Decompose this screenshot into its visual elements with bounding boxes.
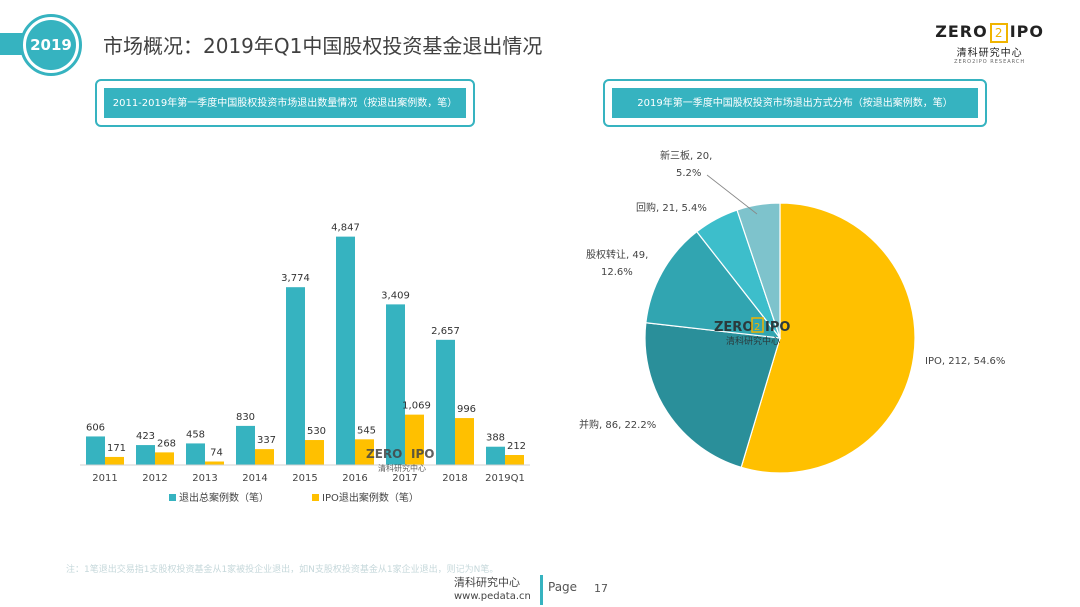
logo-cn-text: 清科研究中心 — [956, 48, 1023, 59]
page-title: 市场概况：2019年Q1中国股权投资基金退出情况 — [103, 34, 543, 58]
bar-total-2012 — [136, 445, 155, 465]
bar-total-2011 — [86, 436, 105, 465]
logo-en-text: ZERO2IPO RESEARCH — [954, 59, 1026, 65]
label-ipo-2013: 74 — [210, 448, 223, 459]
bar-chart-title: 2011-2019年第一季度中国股权投资市场退出数量情况（按退出案例数，笔） — [104, 88, 466, 118]
pie-label-ipo: IPO, 212, 54.6% — [925, 356, 1005, 367]
pie-watermark-two: 2 — [754, 322, 760, 333]
pie-leader-line — [706, 174, 758, 215]
bar-watermark-ipo: IPO — [411, 447, 434, 461]
pie-watermark: ZERO 2 IPO 清科研究中心 — [714, 317, 790, 347]
label-total-2015: 3,774 — [281, 273, 310, 284]
category-label-2014: 2014 — [242, 473, 267, 484]
bar-ipo-2014 — [255, 449, 274, 465]
logo-zero-text: ZERO — [935, 22, 988, 41]
footer-page-number: 17 — [594, 582, 608, 595]
category-label-2016: 2016 — [342, 473, 367, 484]
label-ipo-2011: 171 — [107, 443, 126, 454]
pie-slice-2 — [645, 230, 782, 339]
bar-total-2019Q1 — [486, 446, 505, 465]
pie-label-guquan-2: 12.6% — [601, 267, 633, 278]
category-label-2012: 2012 — [142, 473, 167, 484]
year-badge: 2019 — [26, 20, 76, 70]
bar-watermark-zero: ZERO — [366, 447, 402, 461]
label-ipo-2012: 268 — [157, 438, 176, 449]
category-label-2019Q1: 2019Q1 — [485, 473, 525, 484]
label-total-2014: 830 — [236, 412, 255, 423]
label-ipo-2017: 1,069 — [402, 401, 431, 412]
footer-url[interactable]: www.pedata.cn — [454, 591, 531, 602]
label-total-2017: 3,409 — [381, 290, 410, 301]
pie-watermark-zero: ZERO — [714, 320, 753, 335]
label-total-2011: 606 — [86, 422, 105, 433]
bar-ipo-2012 — [155, 452, 174, 465]
category-label-2015: 2015 — [292, 473, 317, 484]
category-label-2013: 2013 — [192, 473, 217, 484]
bar-watermark: ZERO IPO 清科研究中心 — [366, 447, 434, 473]
bar-total-2014 — [236, 425, 255, 465]
bar-ipo-2016 — [355, 439, 374, 465]
bar-total-2013 — [186, 443, 205, 465]
pie-label-guquan-1: 股权转让, 49, — [586, 248, 648, 261]
logo-ipo-text: IPO — [1009, 22, 1044, 41]
bar-chart-title-box: 2011-2019年第一季度中国股权投资市场退出数量情况（按退出案例数，笔） — [95, 79, 475, 127]
legend-total-label: 退出总案例数（笔） — [179, 491, 269, 504]
pie-slice-0 — [740, 202, 916, 474]
bar-total-2017 — [386, 304, 405, 465]
pie-slice-4 — [736, 202, 781, 339]
label-ipo-2018: 996 — [457, 404, 476, 415]
bar-ipo-2019Q1 — [505, 455, 524, 465]
category-label-2011: 2011 — [92, 473, 117, 484]
header-accent-bar — [0, 33, 24, 55]
pie-watermark-cn: 清科研究中心 — [726, 335, 780, 347]
pie-watermark-ipo: IPO — [765, 320, 790, 335]
legend-total-swatch — [169, 494, 176, 501]
bar-total-2018 — [436, 339, 455, 465]
footer-page-label: Page — [548, 580, 578, 594]
label-ipo-2019Q1: 212 — [507, 441, 526, 452]
logo-two-box: 2 — [989, 23, 1008, 43]
category-label-2018: 2018 — [442, 473, 467, 484]
pie-chart-title-box: 2019年第一季度中国股权投资市场退出方式分布（按退出案例数，笔） — [603, 79, 987, 127]
pie-label-xinsanban-1: 新三板, 20, — [660, 149, 712, 162]
pie-watermark-two-box — [751, 317, 764, 333]
bar-ipo-2011 — [105, 456, 124, 465]
label-ipo-2014: 337 — [257, 435, 276, 446]
pie-chart-title: 2019年第一季度中国股权投资市场退出方式分布（按退出案例数，笔） — [612, 88, 978, 118]
bar-ipo-2013 — [205, 461, 224, 465]
bar-total-2016 — [336, 236, 355, 465]
bar-ipo-2017 — [405, 414, 424, 465]
label-total-2019Q1: 388 — [486, 433, 505, 444]
pie-label-xinsanban-2: 5.2% — [676, 168, 701, 179]
label-total-2013: 458 — [186, 429, 205, 440]
pie-label-huigou: 回购, 21, 5.4% — [636, 201, 707, 214]
zero2ipo-logo: ZERO 2 IPO 清科研究中心 ZERO2IPO RESEARCH — [935, 22, 1044, 65]
pie-slice-1 — [644, 322, 781, 469]
label-total-2012: 423 — [136, 431, 155, 442]
legend-ipo-label: IPO退出案例数（笔） — [322, 491, 419, 504]
legend-ipo-swatch — [312, 494, 319, 501]
bar-watermark-cn: 清科研究中心 — [378, 463, 426, 473]
bar-ipo-2015 — [305, 440, 324, 465]
bar-ipo-2018 — [455, 418, 474, 465]
footer-org: 清科研究中心 — [454, 576, 520, 589]
category-label-2017: 2017 — [392, 473, 417, 484]
bar-legend: 退出总案例数（笔） IPO退出案例数（笔） — [169, 491, 419, 504]
label-total-2016: 4,847 — [331, 223, 360, 234]
pie-label-binggou: 并购, 86, 22.2% — [579, 418, 656, 431]
bar-total-2015 — [286, 287, 305, 465]
footer-separator — [540, 575, 543, 605]
label-ipo-2016: 545 — [357, 425, 376, 436]
footnote: 注：1笔退出交易指1支股权投资基金从1家被投企业退出，如N支股权投资基金从1家企… — [66, 565, 499, 575]
label-total-2018: 2,657 — [431, 326, 460, 337]
label-ipo-2015: 530 — [307, 426, 326, 437]
